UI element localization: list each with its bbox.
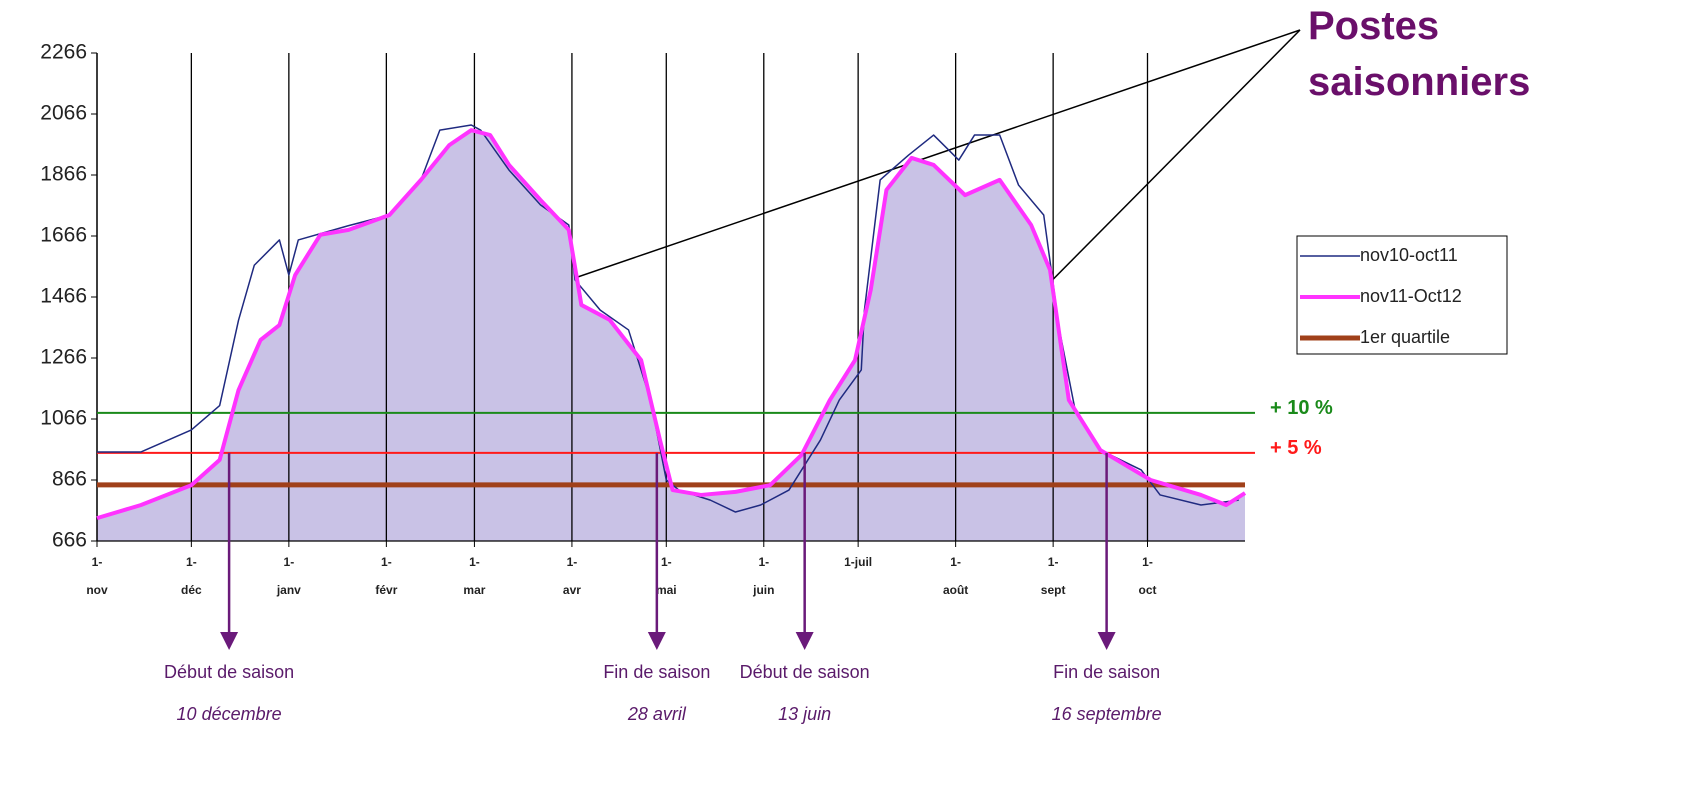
x-tick-label: 1-août xyxy=(943,555,968,597)
marker-arrowhead xyxy=(647,632,666,650)
x-tick-label: 1-sept xyxy=(1041,555,1066,597)
x-tick-label: 1-nov xyxy=(86,555,108,597)
legend-label: 1er quartile xyxy=(1360,327,1450,347)
reference-label: + 10 % xyxy=(1270,397,1333,419)
y-tick-label: 1266 xyxy=(40,346,87,369)
marker-arrowhead xyxy=(795,632,814,650)
x-tick-label: 1-févr xyxy=(375,555,397,597)
x-tick-label: 1-juil xyxy=(844,555,872,569)
marker-label: Début de saison xyxy=(740,662,870,682)
marker-label: Début de saison xyxy=(164,662,294,682)
x-tick-label: 1-déc xyxy=(181,555,202,597)
y-tick-label: 2066 xyxy=(40,102,87,125)
y-tick-label: 1866 xyxy=(40,163,87,186)
y-tick-label: 866 xyxy=(52,468,87,491)
x-tick-label: 1-mai xyxy=(656,555,677,597)
line xyxy=(96,128,1247,521)
x-tick-label: 1-janv xyxy=(276,555,301,597)
legend-label: nov10-oct11 xyxy=(1360,245,1458,265)
marker-date: 10 décembre xyxy=(177,704,282,724)
x-tick-label: 1-avr xyxy=(563,555,581,597)
y-tick-label: 666 xyxy=(52,529,87,552)
x-tick-label: 1-oct xyxy=(1138,555,1156,597)
y-tick-label: 1666 xyxy=(40,224,87,247)
x-tick-label: 1-juin xyxy=(752,555,774,597)
marker-date: 16 septembre xyxy=(1052,704,1162,724)
marker-arrowhead xyxy=(1097,632,1116,650)
marker-date: 13 juin xyxy=(778,704,831,724)
area xyxy=(97,130,1245,542)
x-tick-label: 1-mar xyxy=(463,555,485,597)
y-tick-label: 2266 xyxy=(40,41,87,64)
reference-label: + 5 % xyxy=(1270,437,1322,459)
y-tick-label: 1066 xyxy=(40,407,87,430)
plot-area xyxy=(96,53,1245,542)
legend-label: nov11-Oct12 xyxy=(1360,286,1462,306)
marker-date: 28 avril xyxy=(627,704,687,724)
marker-arrowhead xyxy=(220,632,239,650)
annotation: Postes saisonniers xyxy=(1308,4,1530,104)
y-tick-label: 1466 xyxy=(40,285,87,308)
marker-label: Fin de saison xyxy=(603,662,710,682)
marker-label: Fin de saison xyxy=(1053,662,1160,682)
